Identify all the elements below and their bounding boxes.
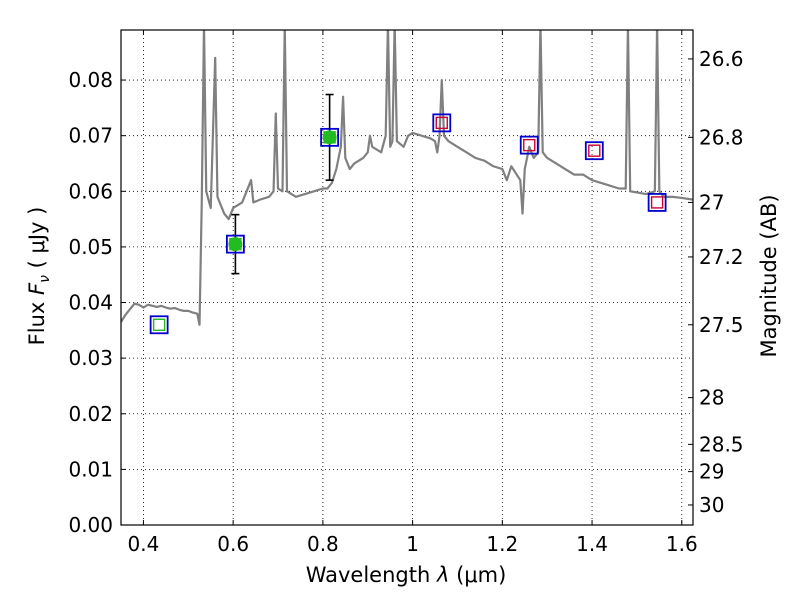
photometry-box <box>320 127 340 147</box>
photometry-box <box>149 315 169 335</box>
y-tick-label: 0.06 <box>68 179 113 203</box>
plot-frame <box>120 29 694 526</box>
x-axis-label-unit: (μm) <box>449 563 506 587</box>
photometry-box <box>519 135 539 155</box>
magnitude-tick-label: 26.6 <box>699 47 744 71</box>
y-axis-label-right: Magnitude (AB) <box>757 194 781 357</box>
model-box <box>523 138 536 152</box>
magnitude-tick-label: 26.8 <box>699 125 744 149</box>
y-tick-label: 0.07 <box>68 124 113 148</box>
y-tick-label: 0.00 <box>68 513 113 537</box>
y-tick-label: 0.04 <box>68 291 113 315</box>
photometry-box <box>584 141 604 161</box>
plot-series <box>121 30 693 335</box>
y-tick-label: 0.08 <box>68 68 113 92</box>
magnitude-tick-label: 28.5 <box>699 432 744 456</box>
y-tick-label: 0.01 <box>68 457 113 481</box>
y-axis-label-symbol: F <box>25 282 49 295</box>
model-box <box>435 116 448 130</box>
y-axis-label-left: Flux Fν ( μJy ) <box>25 207 53 346</box>
x-tick-label: 0.8 <box>307 532 339 556</box>
photometry-box <box>432 113 452 133</box>
y-axis-label-unit: ( μJy ) <box>25 207 49 275</box>
y-axis-label-subscript: ν <box>37 275 53 283</box>
model-box <box>650 196 664 209</box>
x-tick-label: 1.6 <box>666 532 698 556</box>
magnitude-tick-label: 29 <box>699 460 724 484</box>
spectrum-line <box>121 30 693 326</box>
detection-point <box>228 237 243 252</box>
plot-area <box>121 30 693 335</box>
photometry-box <box>647 193 667 212</box>
photometry-box <box>225 234 245 254</box>
model-box <box>152 318 166 331</box>
x-axis-label-text: Wavelength <box>306 563 437 587</box>
x-tick-label: 0.6 <box>217 532 249 556</box>
y-tick-label: 0.03 <box>68 346 113 370</box>
magnitude-tick-label: 27.5 <box>699 313 744 337</box>
x-tick-label: 1 <box>406 532 419 556</box>
x-axis-label-symbol: λ <box>436 563 449 587</box>
grid <box>121 30 693 526</box>
model-box <box>588 144 601 157</box>
x-tick-label: 0.4 <box>128 532 160 556</box>
detection-point <box>322 130 337 145</box>
magnitude-tick-label: 27 <box>699 190 724 214</box>
magnitude-tick-label: 28 <box>699 386 724 410</box>
axis-ticks: 0.4 0.6 0.8 1 1.2 1.4 1.6 0.00 0.01 0.02 0.03 0.04 0… <box>68 30 744 556</box>
x-tick-label: 1.4 <box>576 532 608 556</box>
y-tick-label: 0.02 <box>68 402 113 426</box>
x-tick-label: 1.2 <box>486 532 518 556</box>
y-tick-label: 0.05 <box>68 235 113 259</box>
magnitude-tick-label: 27.2 <box>699 245 744 269</box>
magnitude-tick-label: 30 <box>699 493 724 517</box>
x-axis-label: Wavelength λ (μm) <box>306 563 507 587</box>
y-axis-label-text: Flux <box>25 295 49 345</box>
